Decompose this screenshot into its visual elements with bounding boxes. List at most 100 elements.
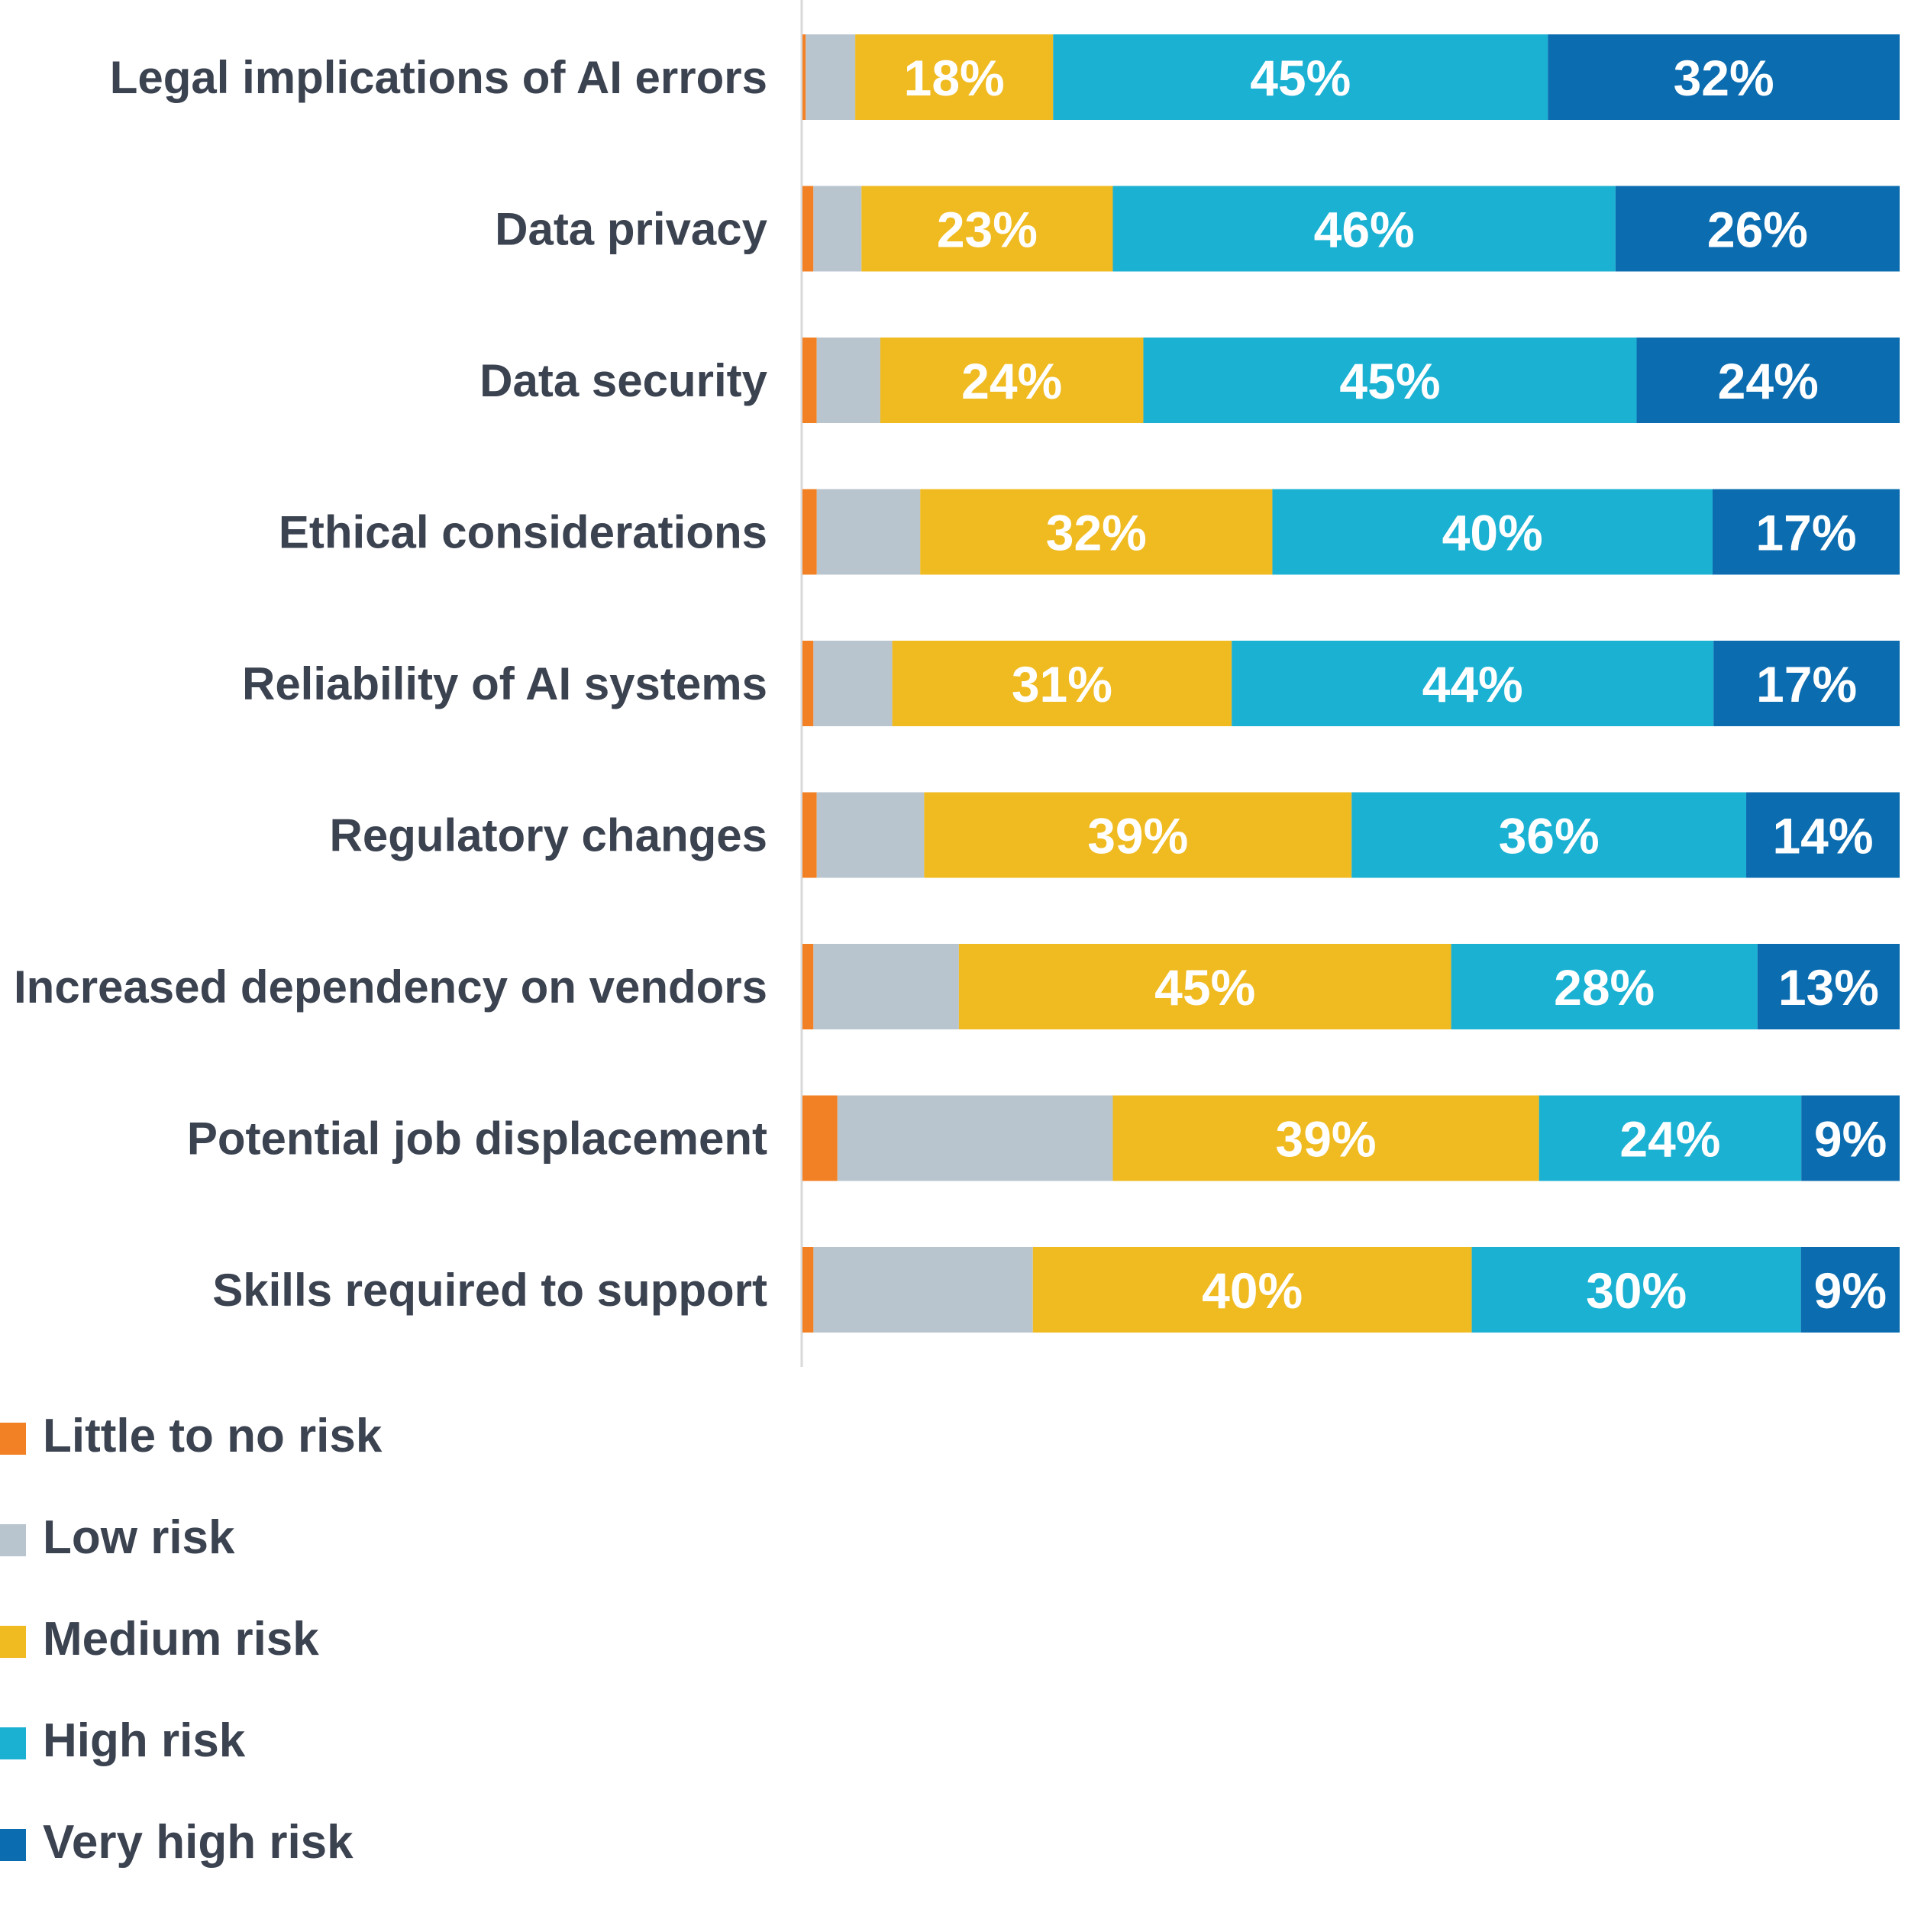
value-label: 23% xyxy=(937,202,1038,258)
value-label: 45% xyxy=(1250,50,1351,106)
value-label: 17% xyxy=(1755,505,1856,561)
value-label: 30% xyxy=(1586,1262,1687,1319)
bar-segment-very-high-risk xyxy=(1801,1095,1900,1181)
bar-row-reliability-of-ai-systems: Reliability of AI systems 31% 44% 17% xyxy=(242,641,1900,726)
value-label: 32% xyxy=(1046,505,1147,561)
value-label: 24% xyxy=(1718,353,1819,409)
bar-segment-high-risk xyxy=(1539,1095,1802,1181)
bar-segment-high-risk xyxy=(1112,186,1616,272)
bar-row-data-privacy: Data privacy 23% 46% 26% xyxy=(495,186,1900,272)
bar-segment-little-to-no-risk xyxy=(802,1095,838,1181)
legend-label: Low risk xyxy=(43,1511,235,1564)
bar-segment-very-high-risk xyxy=(1615,186,1900,272)
category-label: Legal implications of AI errors xyxy=(110,52,767,103)
value-label: 13% xyxy=(1778,959,1879,1016)
bar-segment-very-high-risk xyxy=(1746,792,1900,878)
legend-label: Little to no risk xyxy=(43,1410,383,1462)
bar-segment-medium-risk xyxy=(958,944,1451,1029)
bar-segment-low-risk xyxy=(813,1247,1033,1333)
value-label: 17% xyxy=(1756,656,1857,712)
bar-row-skills-required-to-support: Skills required to support 40% 30% 9% xyxy=(212,1247,1900,1333)
bar-segment-little-to-no-risk xyxy=(802,186,814,272)
value-label: 24% xyxy=(961,353,1062,409)
bar-segment-little-to-no-risk xyxy=(802,792,817,878)
bar-segment-little-to-no-risk xyxy=(802,641,814,726)
bar-segment-low-risk xyxy=(816,792,925,878)
value-label: 26% xyxy=(1707,202,1808,258)
value-label: 44% xyxy=(1422,656,1523,712)
bar-segment-medium-risk xyxy=(855,34,1054,120)
value-label: 14% xyxy=(1772,808,1873,864)
value-label: 46% xyxy=(1314,202,1415,258)
bar-segment-medium-risk xyxy=(924,792,1352,878)
bar-segment-high-risk xyxy=(1232,641,1714,726)
value-label: 45% xyxy=(1339,353,1440,409)
bar-segment-very-high-risk xyxy=(1548,34,1900,120)
bar-segment-very-high-risk xyxy=(1713,641,1900,726)
category-label: Data privacy xyxy=(495,204,767,255)
bar-segment-little-to-no-risk xyxy=(802,489,817,575)
bar-row-ethical-considerations: Ethical considerations 32% 40% 17% xyxy=(279,489,1900,575)
bar-segment-little-to-no-risk xyxy=(802,1247,814,1333)
bar-row-data-security: Data security 24% 45% 24% xyxy=(479,338,1900,423)
bar-segment-low-risk xyxy=(837,1095,1113,1181)
legend-label: Medium risk xyxy=(43,1613,319,1665)
legend-swatch xyxy=(0,1423,26,1455)
legend-swatch xyxy=(0,1727,26,1759)
bar-segment-high-risk xyxy=(1272,489,1713,575)
legend-swatch xyxy=(0,1829,26,1861)
category-label: Skills required to support xyxy=(212,1265,767,1316)
bar-segment-little-to-no-risk xyxy=(802,34,806,120)
bar-segment-high-risk xyxy=(1143,338,1637,423)
bar-segment-very-high-risk xyxy=(1757,944,1900,1029)
bar-segment-low-risk xyxy=(813,641,893,726)
bar-segment-high-risk xyxy=(1351,792,1747,878)
value-label: 45% xyxy=(1154,959,1255,1016)
stacked-bar-chart: Legal implications of AI errors 18% 45% 32%… xyxy=(14,0,1900,1367)
legend-swatch xyxy=(0,1626,26,1658)
bar-segment-high-risk xyxy=(1053,34,1548,120)
bar-segment-medium-risk xyxy=(861,186,1113,272)
bar-segment-medium-risk xyxy=(1112,1095,1539,1181)
value-label: 40% xyxy=(1442,505,1543,561)
bar-segment-high-risk xyxy=(1471,1247,1801,1333)
bar-row-increased-dependency-on-vendors: Increased dependency on vendors 45% 28% 13% xyxy=(14,944,1900,1029)
bar-segment-low-risk xyxy=(813,186,862,272)
bar-segment-very-high-risk xyxy=(1712,489,1900,575)
bar-segment-high-risk xyxy=(1451,944,1758,1029)
value-label: 36% xyxy=(1499,808,1600,864)
value-label: 18% xyxy=(904,50,1005,106)
bar-segment-low-risk xyxy=(813,944,959,1029)
bar-segment-medium-risk xyxy=(920,489,1273,575)
bar-segment-very-high-risk xyxy=(1636,338,1900,423)
category-label: Data security xyxy=(479,355,767,406)
category-label: Reliability of AI systems xyxy=(242,658,767,709)
category-label: Ethical considerations xyxy=(279,507,767,558)
bar-row-potential-job-displacement: Potential job displacement 39% 24% 9% xyxy=(187,1095,1900,1181)
bar-segment-little-to-no-risk xyxy=(802,944,814,1029)
bar-segment-medium-risk xyxy=(892,641,1232,726)
value-label: 40% xyxy=(1202,1262,1303,1319)
bar-segment-low-risk xyxy=(816,338,880,423)
bar-segment-very-high-risk xyxy=(1800,1247,1900,1333)
value-label: 39% xyxy=(1087,808,1188,864)
value-label: 31% xyxy=(1012,656,1112,712)
bar-segment-medium-risk xyxy=(1032,1247,1472,1333)
value-label: 24% xyxy=(1619,1111,1720,1168)
bar-segment-low-risk xyxy=(806,34,856,120)
value-label: 39% xyxy=(1276,1111,1377,1168)
value-label: 9% xyxy=(1814,1262,1887,1319)
bar-segment-low-risk xyxy=(816,489,921,575)
category-label: Potential job displacement xyxy=(187,1113,767,1165)
category-label: Regulatory changes xyxy=(330,810,768,861)
value-label: 28% xyxy=(1554,959,1655,1016)
bar-row-regulatory-changes: Regulatory changes 39% 36% 14% xyxy=(330,792,1900,878)
legend-label: High risk xyxy=(43,1714,246,1767)
bar-row-legal-implications-of-ai-errors: Legal implications of AI errors 18% 45% 32% xyxy=(110,34,1900,120)
category-label: Increased dependency on vendors xyxy=(14,961,767,1013)
value-label: 32% xyxy=(1674,50,1774,106)
legend-swatch xyxy=(0,1524,26,1556)
bar-segment-little-to-no-risk xyxy=(802,338,817,423)
value-label: 9% xyxy=(1814,1111,1887,1168)
bar-segment-medium-risk xyxy=(880,338,1144,423)
